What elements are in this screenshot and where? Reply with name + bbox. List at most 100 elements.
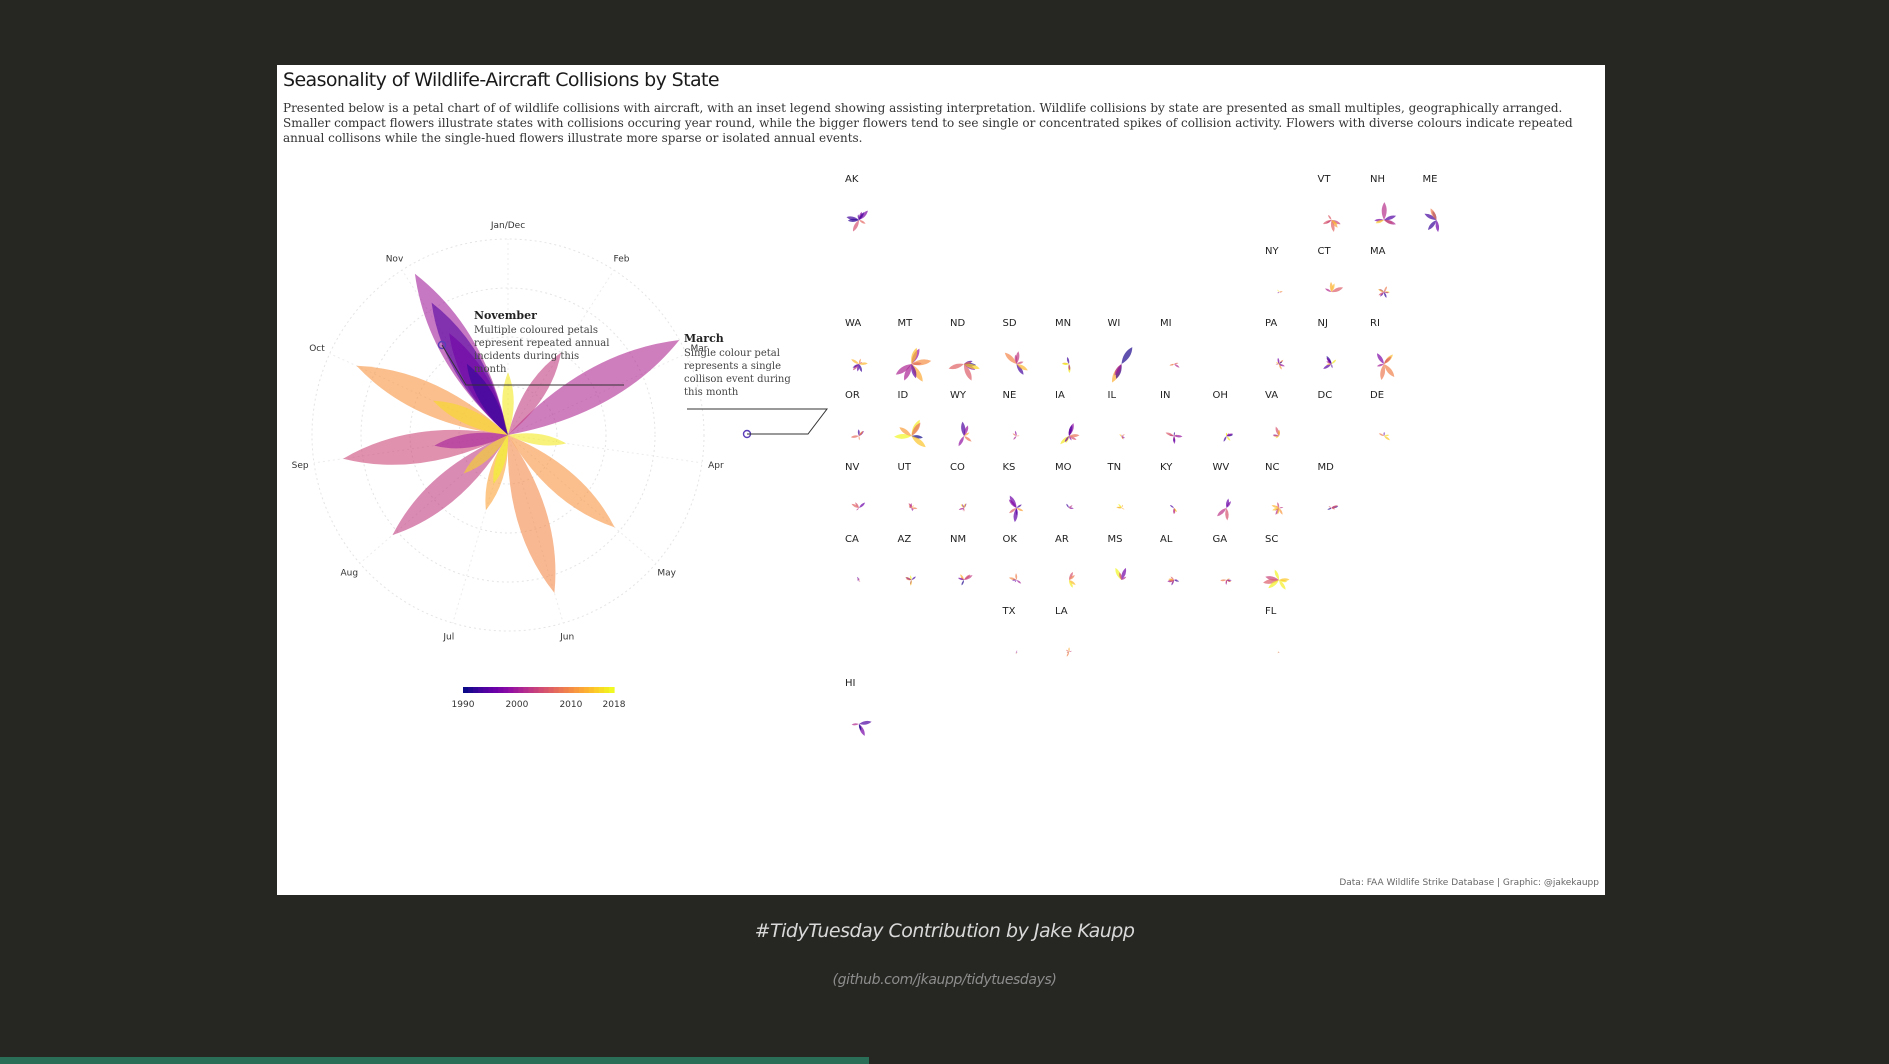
state-petal — [1174, 435, 1183, 438]
state-label: WV — [1213, 462, 1230, 473]
state-label: NH — [1370, 174, 1385, 185]
colorbar-segment — [548, 687, 555, 693]
state-label: VT — [1318, 174, 1332, 185]
state-petal — [911, 505, 914, 508]
state-petal — [1015, 652, 1017, 654]
legend-petal — [466, 363, 508, 435]
annotation-line: represents a single — [684, 361, 781, 372]
state-label: VA — [1265, 390, 1278, 401]
state-petal — [1226, 501, 1231, 508]
state-petal — [1380, 364, 1386, 380]
legend-petal — [463, 435, 508, 474]
state-petal — [1015, 351, 1020, 364]
legend-petal — [502, 372, 514, 435]
month-tick-label: Aug — [341, 569, 359, 579]
legend-petal — [508, 340, 680, 435]
petal-chart: Jan/Dec Feb Mar Apr May Jun Jul Aug Sep Oct Nov No… — [292, 174, 1600, 888]
state-label: NJ — [1318, 318, 1328, 329]
slide-caption-link[interactable]: (github.com/jkaupp/tidytuesdays) — [832, 972, 1057, 988]
state-petal — [1170, 576, 1174, 580]
colorbar-segment — [558, 687, 565, 693]
state-petal — [958, 436, 964, 447]
state-petal — [1165, 432, 1174, 437]
state-petal — [1012, 433, 1017, 436]
state-petal — [1430, 208, 1437, 220]
state-petal — [1435, 220, 1440, 233]
state-petal — [1174, 364, 1180, 368]
state-petal — [1279, 652, 1280, 653]
state-label: WI — [1108, 318, 1121, 329]
state-petal — [1325, 288, 1332, 292]
state-petal — [1323, 219, 1332, 225]
annotation-line: month — [474, 364, 507, 375]
state-petal — [1331, 287, 1344, 293]
month-tick-label: Sep — [292, 461, 309, 471]
state-label: ME — [1423, 174, 1438, 185]
state-petal — [851, 359, 859, 364]
colorbar-segment — [588, 687, 595, 693]
state-petal — [1384, 290, 1386, 292]
state-petal — [851, 723, 859, 726]
state-petal — [858, 724, 862, 731]
state-label: NM — [950, 534, 966, 545]
state-petal — [1174, 579, 1180, 582]
state-petal — [1016, 361, 1024, 365]
colorbar-segment — [478, 687, 484, 693]
colorbar-tick-label: 1990 — [452, 700, 475, 710]
state-petal — [1277, 651, 1279, 652]
chart-title: Seasonality of Wildlife-Aircraft Collisi… — [283, 69, 720, 91]
month-tick-label: Nov — [386, 254, 404, 264]
state-petal — [1119, 572, 1122, 580]
state-petal — [1278, 364, 1282, 370]
state-petal — [1016, 652, 1018, 654]
state-petal — [963, 425, 969, 436]
state-petal — [851, 503, 859, 508]
state-petal — [1331, 220, 1338, 225]
state-label: GA — [1213, 534, 1228, 545]
state-petal — [1279, 580, 1286, 590]
state-petal — [852, 364, 859, 368]
state-petal — [1121, 434, 1125, 436]
legend-petal — [507, 435, 556, 593]
slide-progress-bar — [0, 1057, 869, 1064]
state-petal — [859, 362, 868, 365]
state-petal — [1016, 580, 1022, 584]
state-petal — [910, 580, 912, 586]
state-petal — [1069, 434, 1080, 438]
state-label: MD — [1318, 462, 1335, 473]
state-petal — [964, 363, 980, 370]
state-petal — [857, 364, 860, 372]
state-petal — [858, 580, 859, 582]
state-petal — [964, 436, 972, 442]
state-label: SC — [1265, 534, 1278, 545]
colorbar-segment — [578, 687, 585, 693]
state-petal — [1069, 505, 1073, 508]
annotation-marker-nov — [437, 340, 447, 350]
state-petal — [1384, 286, 1388, 292]
state-petal — [1119, 435, 1122, 437]
state-petal — [962, 508, 964, 511]
colorbar-segment — [608, 687, 615, 693]
state-petal — [1263, 579, 1279, 584]
state-petal — [1121, 347, 1133, 364]
state-petal — [1376, 363, 1384, 367]
state-petal — [1277, 292, 1279, 294]
state-label: MI — [1160, 318, 1172, 329]
state-petal — [1381, 202, 1387, 220]
state-petal — [1226, 433, 1233, 437]
annotation-line: represent repeated annual — [474, 338, 609, 349]
state-petal — [1274, 569, 1280, 580]
state-petal — [1016, 504, 1022, 508]
state-petal — [1272, 507, 1279, 511]
state-petal — [1069, 507, 1074, 509]
state-petal — [1226, 579, 1232, 581]
state-label: HI — [845, 678, 855, 689]
state-label: WY — [950, 390, 967, 401]
state-petal — [1331, 506, 1334, 508]
colorbar-segment — [498, 687, 504, 693]
state-petal — [1069, 580, 1076, 585]
state-petal — [1174, 508, 1177, 512]
grid-ring — [311, 238, 705, 632]
state-label: IN — [1160, 390, 1170, 401]
slide-caption: #TidyTuesday Contribution by Jake Kaupp — [754, 920, 1135, 942]
